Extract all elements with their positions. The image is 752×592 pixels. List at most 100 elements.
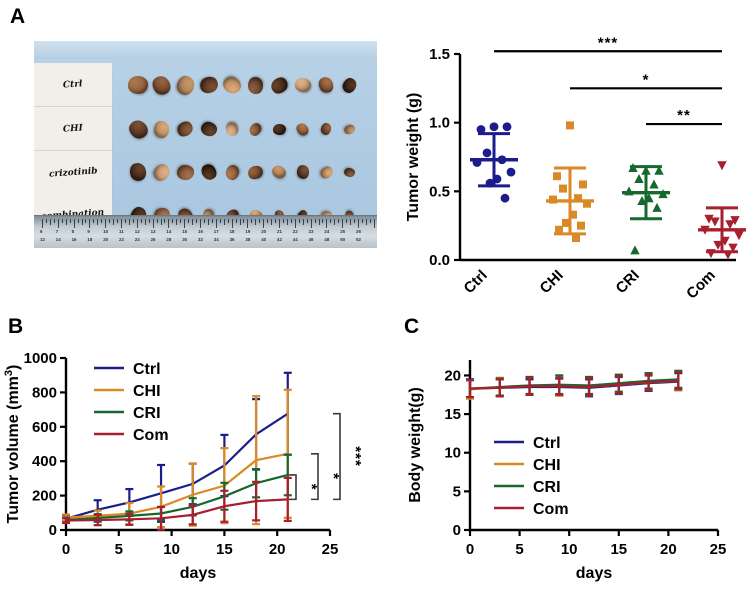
data-point	[549, 195, 557, 204]
legend-label-cri: CRI	[133, 405, 161, 422]
y-axis-title: Body weight(g)	[407, 387, 424, 503]
data-point	[574, 194, 582, 203]
x-tick-label: 20	[269, 541, 286, 558]
data-point	[641, 165, 651, 175]
ruler-number-cm: 24	[324, 229, 330, 234]
ruler-tick	[105, 219, 107, 228]
ruler-tick	[219, 219, 221, 223]
tumor-specimen	[267, 73, 291, 97]
x-tick-label: 10	[163, 541, 180, 558]
ruler-number-alt: 34	[213, 237, 219, 242]
ruler-tick	[132, 219, 134, 223]
data-point	[472, 158, 482, 167]
ruler-tick	[89, 219, 91, 228]
ruler-tick	[184, 219, 186, 228]
significance-label: ***	[598, 34, 619, 51]
data-point	[566, 121, 574, 130]
ruler-number-cm: 23	[308, 229, 314, 234]
ruler-tick	[73, 219, 75, 228]
series-line	[65, 473, 289, 522]
ruler-tick	[223, 219, 225, 225]
scatter-group-ctrl	[470, 122, 518, 203]
ruler-number-cm: 11	[119, 229, 124, 234]
body-weight-chart: 0 5 10 15 20 0 5 10 15 20 25 days Body weight(g) Ctrl…	[398, 330, 752, 592]
ruler-tick	[227, 219, 229, 223]
tumor-volume-chart: 0 200 400 600 800 1000 0 5 10 15 20 25 days Tumor vol…	[0, 330, 398, 592]
bracket-path	[289, 474, 297, 501]
ruler-number-cm: 21	[277, 229, 282, 234]
x-axis-title: days	[180, 565, 217, 582]
ruler-number-alt: 16	[71, 237, 77, 242]
ruler-tick	[279, 219, 280, 228]
tumor-specimen	[128, 76, 148, 94]
x-tick-label-com: Com	[683, 267, 719, 303]
panel-c-letter: C	[404, 315, 420, 338]
ruler-tick	[255, 219, 257, 225]
ruler-number-alt: 22	[119, 237, 124, 242]
tumor-specimen	[197, 74, 220, 96]
tumor-specimen	[127, 161, 149, 183]
ruler-tick	[113, 219, 115, 225]
ruler-tick	[298, 219, 300, 223]
data-point	[730, 216, 740, 226]
x-tick-label: 10	[561, 541, 578, 558]
ruler-tick	[373, 219, 375, 228]
tumor-specimen	[154, 120, 169, 138]
data-point	[476, 125, 486, 134]
ruler-tick	[121, 219, 122, 228]
ruler-tick	[53, 219, 55, 223]
ruler-tick	[302, 219, 304, 225]
x-tick-label: 20	[660, 541, 677, 558]
legend-label-cri: CRI	[533, 479, 561, 496]
tumor-photograph: CtrlCHIcrizotinibcombination 61271481691…	[34, 41, 377, 248]
ruler-tick	[318, 219, 320, 225]
ruler-number-cm: 20	[261, 229, 267, 234]
legend-label-ctrl: Ctrl	[533, 435, 561, 452]
ruler-number-alt: 36	[229, 237, 235, 242]
ruler-number-alt: 24	[134, 237, 140, 242]
tumor-volume-svg: 0 200 400 600 800 1000 0 5 10 15 20 25 days Tumor vol…	[3, 350, 364, 582]
data-point	[700, 225, 710, 235]
data-point	[569, 210, 577, 219]
data-point	[502, 122, 512, 132]
significance-bracket: *	[311, 453, 342, 501]
ruler-tick	[203, 219, 205, 223]
data-point	[728, 243, 738, 253]
ruler-tick	[215, 219, 217, 228]
legend-label-com: Com	[533, 501, 569, 518]
ruler-tick	[168, 219, 170, 228]
data-point	[579, 180, 587, 189]
ruler-tick	[310, 219, 312, 228]
tumor-specimen	[150, 160, 173, 184]
series-com	[62, 476, 292, 531]
ruler-number-cm: 25	[340, 229, 346, 234]
y-tick-label: 1.5	[429, 46, 450, 63]
ruler-tick	[128, 219, 130, 225]
x-axis-title: days	[576, 565, 613, 582]
ruler-tick	[271, 219, 273, 225]
data-point	[654, 165, 664, 175]
legend-label-chi: CHI	[533, 457, 561, 474]
ruler-tick	[152, 219, 154, 228]
data-point	[720, 236, 730, 246]
ruler-tick	[369, 219, 371, 223]
data-point	[710, 217, 720, 227]
ruler-tick	[156, 219, 158, 223]
scatter-group-com	[698, 161, 746, 260]
series-com	[466, 371, 683, 399]
ruler-tick	[176, 219, 178, 225]
ruler-number-alt: 48	[324, 237, 330, 242]
ruler-tick	[354, 219, 356, 223]
data-point	[489, 122, 499, 132]
ruler-number-alt: 28	[166, 237, 172, 242]
x-tick-label: 25	[322, 541, 339, 558]
significance-bracket: *	[289, 474, 320, 501]
ruler-tick	[207, 219, 209, 225]
data-point	[706, 249, 716, 259]
data-point	[492, 174, 502, 184]
data-point	[500, 193, 510, 203]
ruler-tick	[148, 219, 150, 223]
y-tick-label: 0.5	[429, 183, 450, 200]
data-point	[506, 167, 516, 177]
ruler-number-cm: 13	[150, 229, 156, 234]
